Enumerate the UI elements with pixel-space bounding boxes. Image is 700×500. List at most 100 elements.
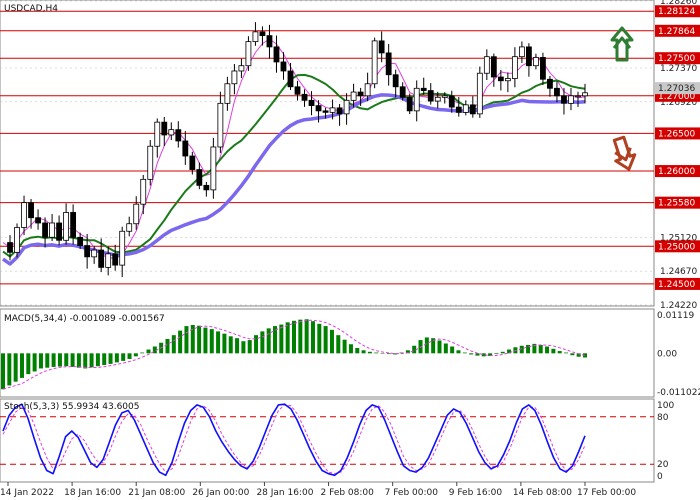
macd-bar xyxy=(380,353,385,354)
candle-body xyxy=(273,46,280,63)
time-tick-label: 28 Jan 16:00 xyxy=(256,488,313,498)
candle-body xyxy=(518,46,525,58)
macd-title: MACD(5,34,4) -0.001089 -0.001567 xyxy=(4,314,165,324)
macd-bar xyxy=(557,351,562,354)
macd-bar xyxy=(329,329,334,354)
macd-bar xyxy=(500,351,505,354)
candle-body xyxy=(308,99,315,106)
macd-bar xyxy=(254,335,259,354)
time-axis: 14 Jan 2022 18 Jan 16:00 21 Jan 08:00 26 Ja… xyxy=(0,482,636,498)
candle-body xyxy=(259,31,266,37)
macd-tick-label: 0.01119 xyxy=(657,311,694,321)
candle-body xyxy=(98,249,105,268)
macd-bar xyxy=(431,338,436,354)
macd-bar xyxy=(355,348,360,354)
stoch-axis: 100 80 20 0 xyxy=(657,401,674,482)
macd-bar xyxy=(342,339,347,354)
macd-tick-label: -0.011022 xyxy=(657,388,700,398)
candle-body xyxy=(533,57,539,67)
candle-body xyxy=(210,146,217,191)
macd-bar xyxy=(165,338,170,354)
macd-bar xyxy=(469,353,474,355)
candle-body xyxy=(182,140,189,157)
candle-body xyxy=(245,41,252,67)
candle-body xyxy=(280,61,287,72)
macd-bar xyxy=(260,331,265,354)
candle-body xyxy=(547,78,553,89)
macd-bar xyxy=(570,353,575,356)
price-level-label: 1.26000 xyxy=(658,167,695,177)
candle-body xyxy=(7,242,13,253)
price-level-label: 1.25000 xyxy=(658,242,695,252)
price-level-label: 1.26500 xyxy=(658,129,695,139)
price-level-tag xyxy=(655,277,700,290)
macd-bar xyxy=(456,350,461,354)
candle-body xyxy=(315,105,322,112)
candle-body xyxy=(399,86,406,98)
macd-bar xyxy=(507,349,512,354)
macd-bar xyxy=(285,322,290,354)
candle-body xyxy=(126,223,133,232)
macd-bar xyxy=(450,346,455,354)
candle-body xyxy=(462,104,469,113)
macd-bar xyxy=(83,353,88,369)
price-level-tag xyxy=(655,127,700,140)
price-panel-title: USDCAD,H4 xyxy=(4,4,58,14)
candle-body xyxy=(287,70,294,88)
candle-body xyxy=(21,202,27,228)
time-tick-label: 21 Jan 08:00 xyxy=(128,488,185,498)
macd-bar xyxy=(146,349,151,354)
macd-bar xyxy=(19,353,24,378)
candle-body xyxy=(140,178,147,205)
double-up-arrow-icon xyxy=(610,26,634,62)
macd-panel: 0.01119 0.00 -0.011022 MACD(5,34,4) -0.001… xyxy=(0,308,700,398)
candle-body xyxy=(575,95,581,98)
time-tick-label: 14 Jan 2022 xyxy=(0,488,54,498)
macd-bar xyxy=(317,323,322,354)
macd-bar xyxy=(405,350,410,354)
candle-body xyxy=(343,99,350,115)
macd-bar xyxy=(361,350,366,354)
macd-bar xyxy=(76,353,81,368)
stoch-main-line xyxy=(2,403,586,477)
candle-body xyxy=(112,253,119,266)
macd-bar xyxy=(481,353,486,357)
macd-bar xyxy=(475,353,480,356)
price-level-label: 1.28124 xyxy=(658,7,695,17)
ma-line-ma-mid xyxy=(2,73,586,258)
stoch-tick-label: 80 xyxy=(657,413,669,423)
time-tick-label: 9 Feb 16:00 xyxy=(449,488,503,498)
candle-body xyxy=(582,92,588,97)
macd-bar xyxy=(279,324,284,354)
macd-bar xyxy=(488,353,493,356)
candle-body xyxy=(350,91,357,101)
macd-signal-line xyxy=(2,319,586,390)
candle-body xyxy=(84,245,91,258)
candle-body xyxy=(154,121,161,147)
macd-bar xyxy=(526,344,531,354)
macd-bar xyxy=(437,340,442,354)
time-tick-label: 18 Jan 16:00 xyxy=(64,488,121,498)
candle-body xyxy=(196,169,203,186)
macd-bar xyxy=(519,345,524,354)
candle-body xyxy=(252,31,259,43)
candle-body xyxy=(371,40,378,85)
macd-bar xyxy=(393,353,398,355)
candle-body xyxy=(231,70,238,85)
current-price-label: 1.27036 xyxy=(658,84,695,94)
price-axis: 1.28260 1.27370 1.26920 1.25120 1.24670 1.242… xyxy=(655,0,700,311)
macd-bar xyxy=(583,353,587,358)
macd-bar xyxy=(171,335,176,354)
macd-bar xyxy=(424,337,429,354)
price-level-label: 1.27500 xyxy=(658,54,695,64)
macd-bar xyxy=(462,352,467,354)
price-tick-label: 1.25120 xyxy=(660,233,697,243)
macd-bar xyxy=(273,326,278,354)
candle-body xyxy=(511,56,518,79)
stoch-tick-label: 0 xyxy=(657,472,663,482)
macd-bar xyxy=(310,321,315,354)
candle-body xyxy=(455,106,462,113)
price-level-label: 1.27000 xyxy=(658,92,695,102)
macd-bar xyxy=(545,346,550,354)
